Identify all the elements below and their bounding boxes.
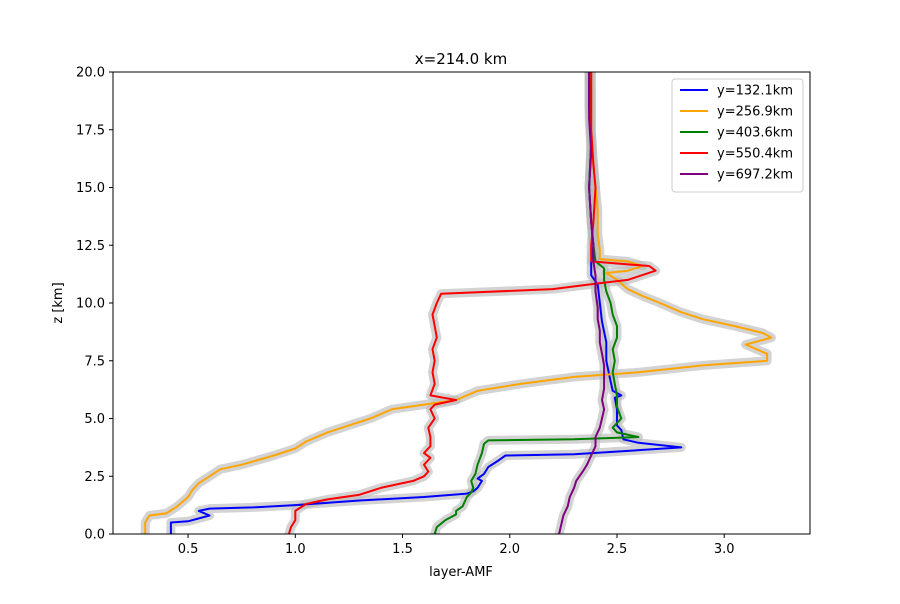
y-tick-label: 0.0 (84, 528, 105, 543)
chart-title: x=214.0 km (415, 50, 507, 68)
x-tick-label: 1.0 (285, 542, 306, 557)
x-tick-label: 3.0 (714, 542, 735, 557)
y-tick-label: 7.5 (84, 354, 105, 369)
legend-box (671, 78, 804, 193)
y-tick-label: 5.0 (84, 412, 105, 427)
legend-label-5: y=697.2km (717, 168, 793, 183)
series-line-3 (433, 72, 640, 534)
x-tick-label: 2.5 (607, 542, 628, 557)
legend-label-1: y=132.1km (717, 84, 793, 99)
x-tick-label: 0.5 (178, 542, 199, 557)
legend: y=132.1km y=256.9km y=403.6km y=550.4km y=69… (671, 78, 804, 193)
y-axis: 0.0 2.5 5.0 7.5 10.0 12.5 15.0 17.5 20.0 (76, 66, 113, 543)
y-tick-label: 10.0 (76, 297, 105, 312)
plot-frame (112, 71, 811, 535)
x-axis-label: layer-AMF (429, 565, 493, 580)
y-tick-label: 12.5 (76, 239, 105, 254)
y-tick-label: 17.5 (76, 123, 105, 138)
y-tick-label: 2.5 (84, 470, 105, 485)
y-tick-label: 20.0 (76, 66, 105, 81)
series-line-5 (558, 72, 606, 534)
legend-label-2: y=256.9km (717, 105, 793, 120)
x-axis: 0.5 1.0 1.5 2.0 2.5 3.0 (178, 534, 735, 557)
y-tick-label: 15.0 (76, 181, 105, 196)
series-line-4 (287, 72, 657, 534)
legend-label-3: y=403.6km (717, 126, 793, 141)
series-line-2 (144, 72, 773, 534)
x-tick-label: 2.0 (499, 542, 520, 557)
y-axis-label: z [km] (51, 282, 66, 323)
series-line-1 (169, 72, 683, 534)
x-tick-label: 1.5 (392, 542, 413, 557)
legend-label-4: y=550.4km (717, 147, 793, 162)
